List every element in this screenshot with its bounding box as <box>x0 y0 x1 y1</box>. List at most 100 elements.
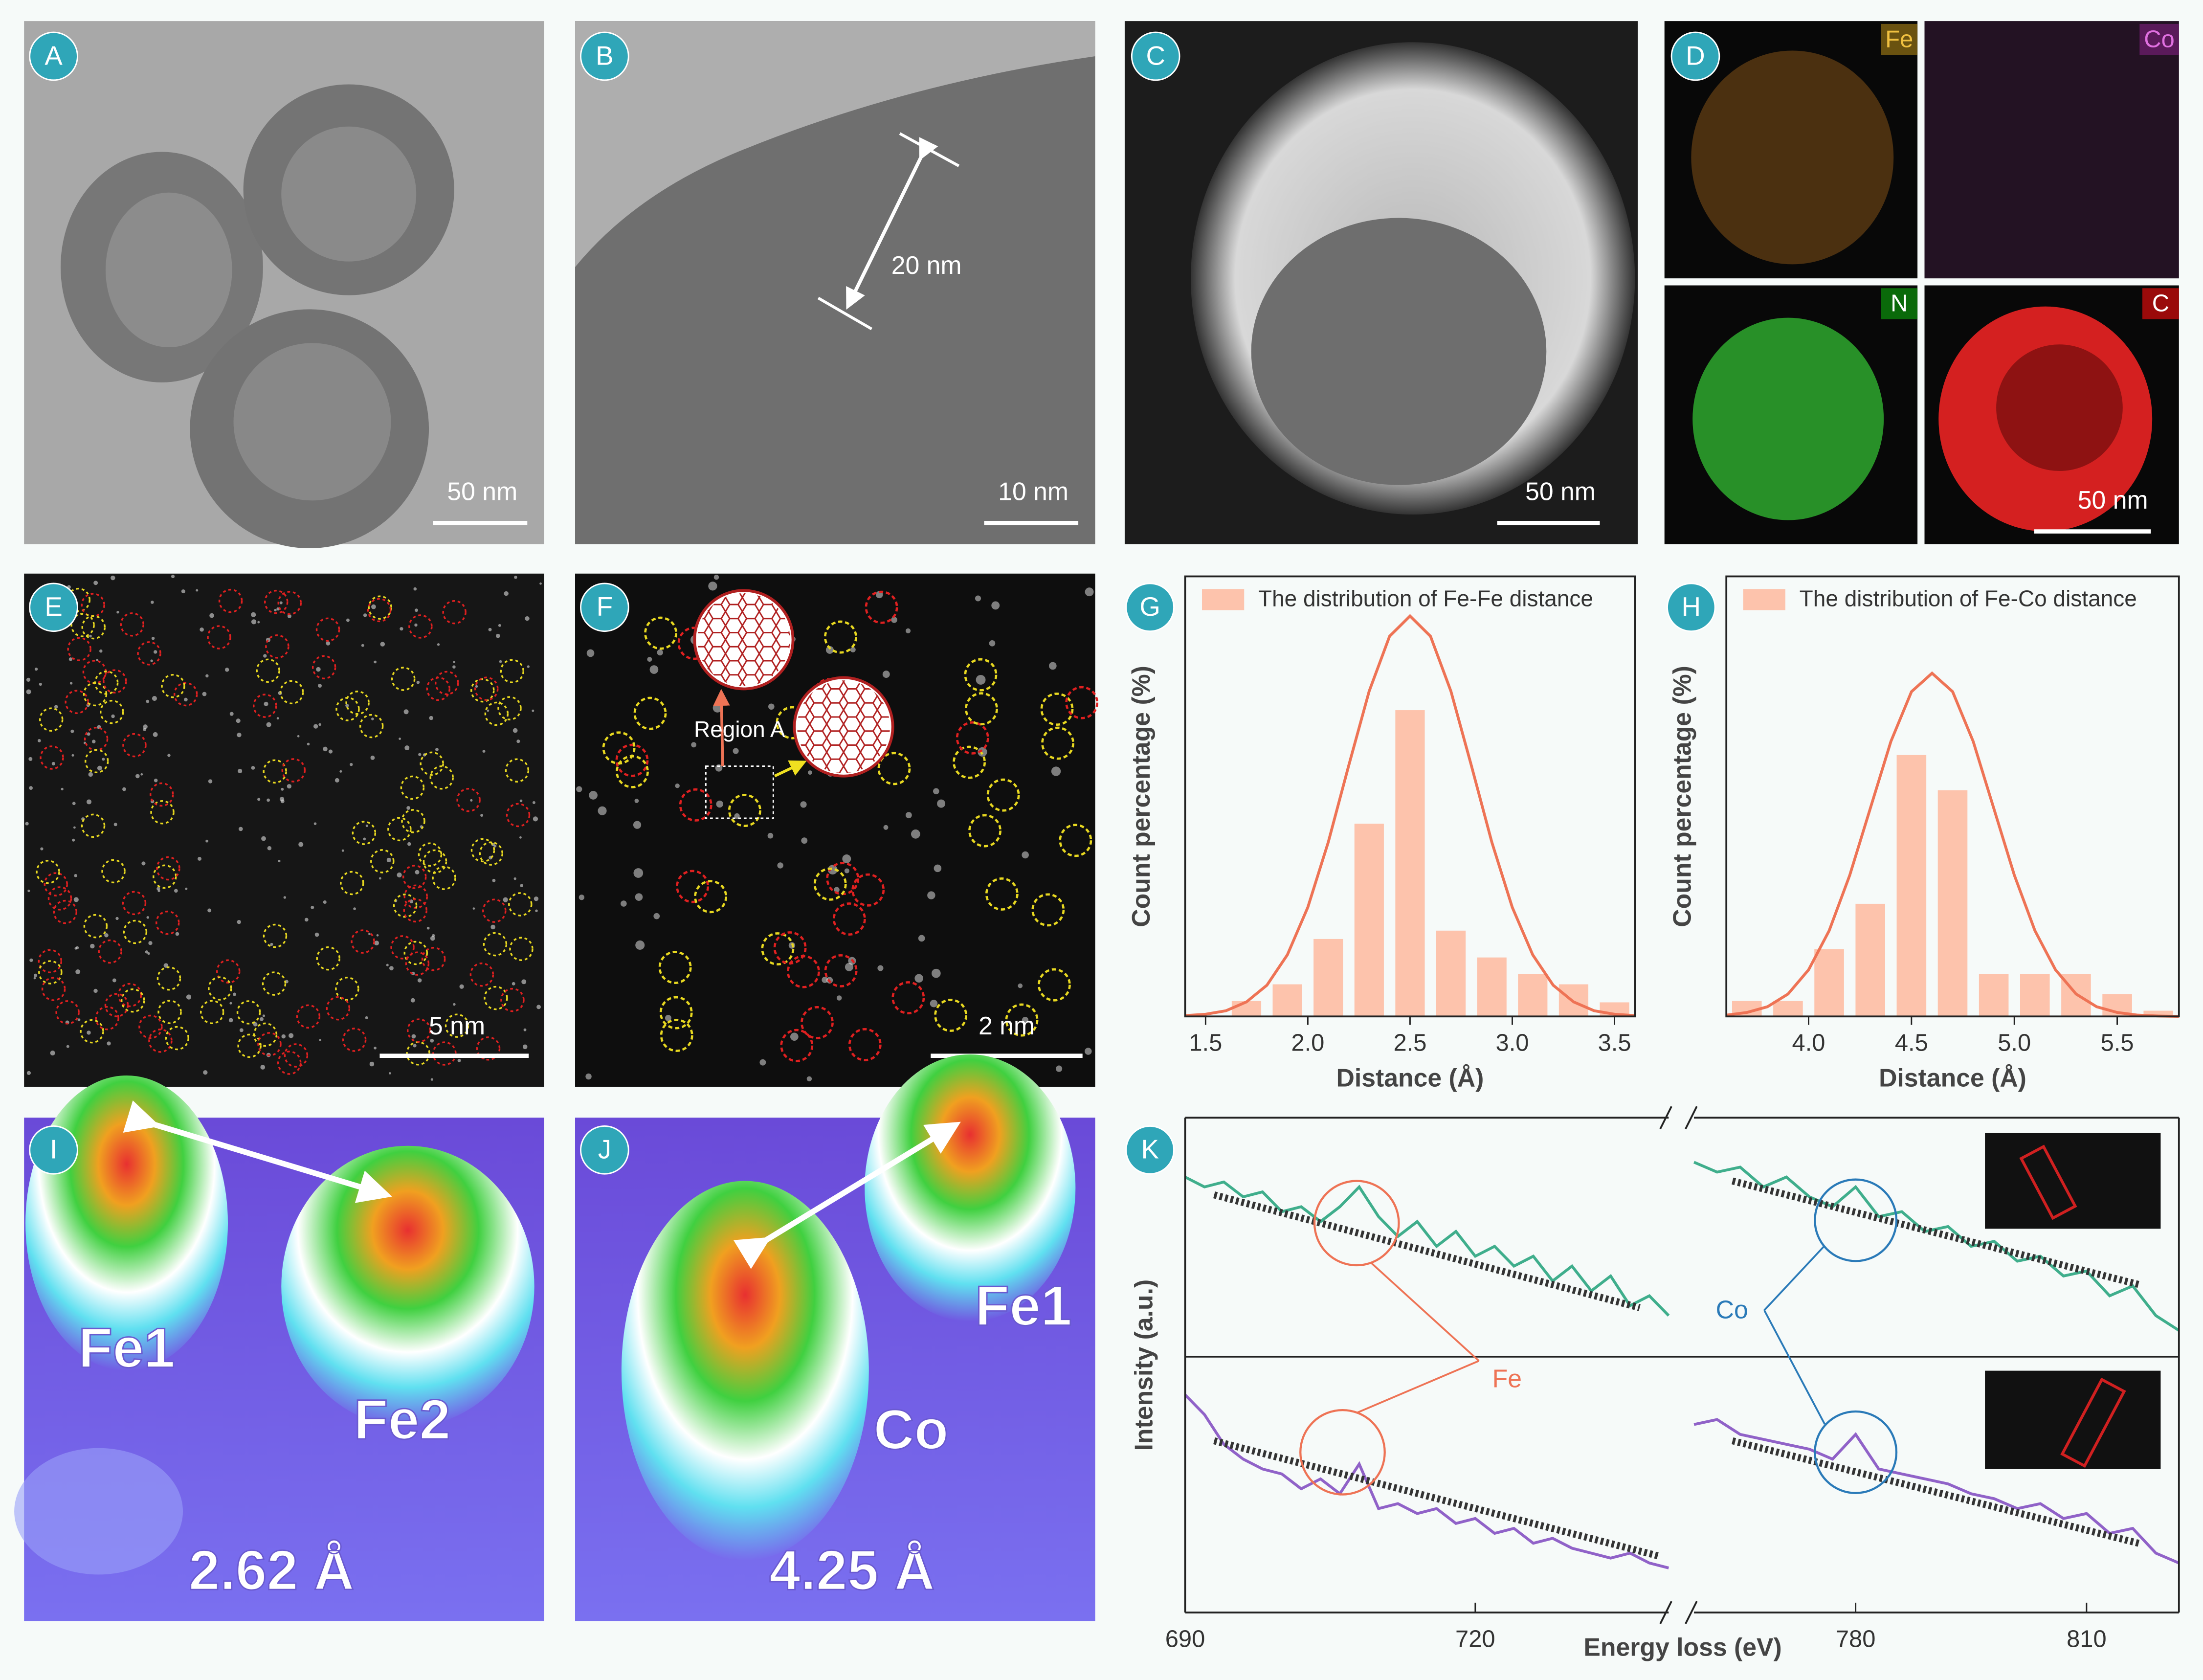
speck <box>69 682 73 685</box>
atom-circle <box>367 598 392 623</box>
speck <box>1085 1048 1092 1055</box>
speck <box>350 762 353 766</box>
speck <box>883 825 889 830</box>
speck <box>801 837 808 844</box>
speck <box>70 729 74 733</box>
atom-circle <box>479 841 504 866</box>
speck <box>1051 766 1061 776</box>
atom-circle <box>484 986 508 1010</box>
speck <box>86 799 92 805</box>
atom-circle <box>253 694 277 718</box>
atom-circle <box>218 588 243 613</box>
atom-circle <box>406 1018 431 1043</box>
speck <box>1085 587 1094 597</box>
speck <box>259 1017 264 1021</box>
speck <box>989 640 996 647</box>
speck <box>93 988 98 993</box>
speck <box>276 717 279 720</box>
scale-bar-label: 50 nm <box>447 477 517 506</box>
atom-circle <box>633 696 667 730</box>
atom-circle <box>137 641 161 666</box>
atom-circle <box>445 1013 469 1038</box>
atom-circle <box>345 691 370 715</box>
speck <box>361 644 364 647</box>
region-label: Region A <box>694 717 785 742</box>
speck <box>27 889 30 893</box>
atom-circle <box>277 1051 302 1075</box>
speck <box>167 754 171 757</box>
highlight-circle <box>1814 1178 1898 1262</box>
speck <box>482 749 486 753</box>
atom-circle <box>156 966 181 991</box>
atom-circle <box>316 946 340 971</box>
y-axis-label: Count percentage (%) <box>1668 666 1696 927</box>
atom-circle <box>851 873 885 907</box>
y-axis-label: Intensity (a.u.) <box>1130 1279 1158 1451</box>
speck <box>649 665 659 674</box>
speck <box>143 724 148 729</box>
speck <box>914 974 923 983</box>
baseline-fit <box>1213 1437 1660 1560</box>
atom-circle <box>432 866 456 890</box>
baseline-fit <box>1732 1177 2141 1289</box>
bar <box>1231 1001 1262 1017</box>
atom-circle <box>426 676 450 701</box>
atom-circle <box>1065 686 1099 719</box>
speck <box>253 1022 258 1027</box>
speck <box>430 936 435 941</box>
atom-circle <box>403 898 428 923</box>
speck <box>822 977 828 983</box>
speck <box>311 906 314 909</box>
atom-circle <box>848 1028 882 1061</box>
scale-bar-label: 10 nm <box>998 477 1068 506</box>
axis-break <box>1685 1601 1698 1624</box>
speck <box>157 889 160 893</box>
speck <box>512 728 518 733</box>
atom-circle <box>38 960 63 985</box>
panel-label: I <box>50 1135 57 1165</box>
speck <box>403 709 409 715</box>
speck <box>532 709 534 712</box>
speck <box>768 703 775 710</box>
speck <box>307 742 310 746</box>
atom-circle <box>500 659 524 683</box>
speck <box>113 823 117 827</box>
speck <box>585 1073 592 1080</box>
atom-circle <box>326 996 351 1021</box>
speck <box>174 889 178 893</box>
atom-circle <box>67 637 91 661</box>
speck <box>635 893 643 901</box>
speck <box>237 733 242 738</box>
atom-circle <box>263 759 287 784</box>
atom-circle <box>296 1004 321 1029</box>
speck <box>75 969 81 974</box>
leader <box>1356 1360 1480 1414</box>
speck <box>135 774 140 779</box>
speck <box>345 704 349 708</box>
highlight-circle <box>1299 1409 1386 1496</box>
speck <box>415 870 420 874</box>
spectrum <box>1184 1393 1669 1569</box>
speck <box>147 952 150 955</box>
speck <box>346 618 350 622</box>
bar <box>1979 974 2009 1017</box>
speck <box>800 801 807 808</box>
speck <box>459 984 464 989</box>
speck <box>111 575 115 581</box>
atom-circle <box>1059 824 1092 857</box>
speck <box>716 800 723 808</box>
speck <box>153 732 158 737</box>
speck <box>490 924 495 930</box>
speck <box>28 757 33 761</box>
speck <box>25 822 29 826</box>
atom-circle <box>934 999 968 1032</box>
atom-circle <box>773 931 807 965</box>
speck <box>237 919 241 924</box>
speck <box>207 908 212 913</box>
atom-label: Fe2 <box>354 1389 450 1451</box>
speck <box>150 659 153 662</box>
speck <box>533 816 538 822</box>
speck <box>842 854 851 863</box>
speck <box>263 654 267 658</box>
